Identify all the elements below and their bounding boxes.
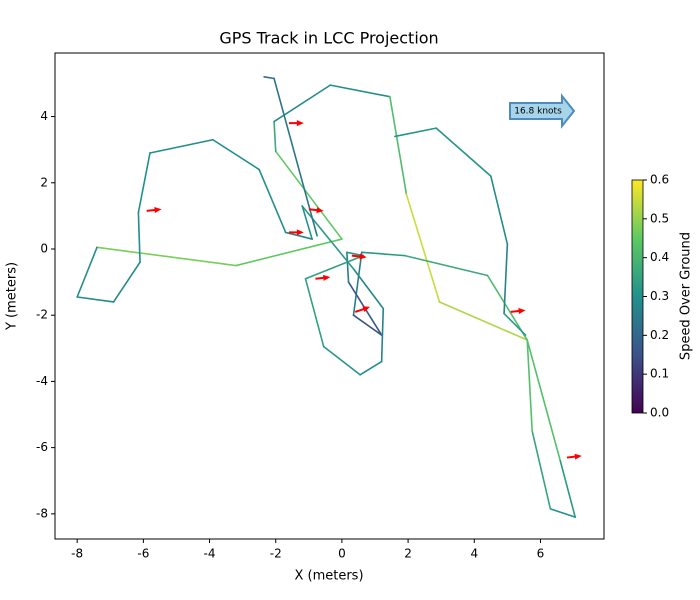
- track-segment: [352, 268, 385, 310]
- colorbar: [631, 179, 644, 414]
- track-segment: [380, 307, 385, 363]
- x-axis-label: X (meters): [294, 569, 363, 584]
- y-axis-label: Y (meters): [5, 262, 20, 331]
- x-tick-label: -8: [71, 547, 83, 561]
- direction-arrow: [354, 306, 371, 313]
- track-segment: [137, 152, 151, 214]
- y-tick-label: 2: [40, 175, 48, 189]
- track-segment: [360, 251, 406, 257]
- track-segment: [394, 127, 438, 138]
- direction-arrow: [351, 253, 367, 260]
- direction-arrow: [146, 207, 162, 214]
- track-segment: [531, 430, 552, 510]
- track-segment: [490, 175, 509, 245]
- track-segment: [405, 193, 441, 303]
- y-tick-label: 4: [40, 109, 48, 123]
- x-tick-label: -2: [270, 547, 282, 561]
- track-segment: [112, 261, 141, 303]
- track-segment: [389, 95, 408, 196]
- track-segment: [137, 211, 141, 264]
- colorbar-tick-label: 0.0: [650, 406, 669, 420]
- track-segment: [359, 360, 383, 376]
- direction-arrow: [288, 229, 304, 236]
- y-tick-label: -4: [36, 374, 48, 388]
- colorbar-tick-label: 0.2: [650, 328, 669, 342]
- track-segment: [322, 345, 361, 376]
- track-segment: [149, 138, 214, 154]
- track-segment: [76, 296, 115, 303]
- track-segment: [263, 76, 275, 80]
- colorbar-label: Speed Over Ground: [679, 232, 694, 360]
- track-segment: [549, 508, 577, 518]
- track-segment: [503, 243, 509, 315]
- track-segment: [346, 251, 350, 283]
- track-segment: [526, 339, 533, 432]
- plot-frame: [54, 52, 605, 540]
- speed-annotation: 16.8 knots: [509, 93, 576, 129]
- x-tick-label: 6: [537, 547, 545, 561]
- track-segment: [284, 231, 313, 240]
- colorbar-tick-label: 0.6: [650, 173, 669, 187]
- track-segment: [438, 301, 529, 341]
- y-tick-label: -6: [36, 440, 48, 454]
- track-segment: [76, 246, 98, 298]
- track-segment: [403, 254, 489, 277]
- colorbar-tick-label: 0.3: [650, 289, 669, 303]
- direction-arrow: [308, 207, 324, 214]
- track-segment: [301, 205, 313, 240]
- track-segment: [559, 460, 577, 518]
- chart-title: GPS Track in LCC Projection: [219, 29, 438, 48]
- colorbar-tick-label: 0.5: [650, 211, 669, 225]
- annotation-text: 16.8 knots: [514, 107, 562, 117]
- direction-arrow: [288, 120, 304, 127]
- y-tick-label: 0: [40, 241, 48, 255]
- colorbar-tick-label: 0.4: [650, 250, 669, 264]
- track-segment: [273, 84, 332, 123]
- track-segment: [352, 251, 363, 317]
- track-segment: [212, 138, 260, 171]
- track-segment: [235, 238, 343, 267]
- track-segment: [329, 84, 391, 98]
- x-tick-label: -4: [204, 547, 216, 561]
- track-segment: [301, 205, 355, 270]
- x-tick-label: 0: [338, 547, 346, 561]
- y-tick-label: -2: [36, 308, 48, 322]
- y-tick-label: -8: [36, 506, 48, 520]
- track-segment: [304, 277, 325, 348]
- track-segment: [274, 150, 343, 240]
- direction-arrow: [566, 453, 582, 460]
- track-segment: [526, 339, 562, 462]
- annotation-arrow: [509, 93, 576, 129]
- colorbar-tick-label: 0.1: [650, 367, 669, 381]
- track-segment: [352, 314, 383, 336]
- track-segment: [435, 127, 492, 177]
- track-segment: [96, 246, 237, 267]
- track-segment: [258, 168, 287, 234]
- direction-arrow: [315, 274, 331, 281]
- track-segment: [304, 254, 365, 280]
- x-tick-label: 2: [404, 547, 412, 561]
- x-tick-label: -6: [137, 547, 149, 561]
- x-tick-label: 4: [470, 547, 478, 561]
- track-segment: [503, 312, 527, 336]
- track-segment: [273, 120, 277, 153]
- direction-arrow: [510, 308, 526, 314]
